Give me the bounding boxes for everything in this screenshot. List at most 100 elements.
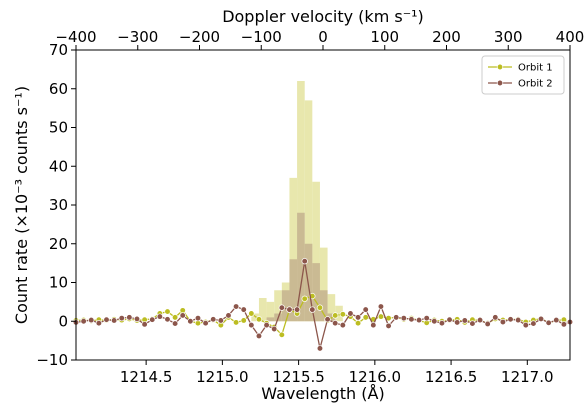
point-orbit-2-58 [515,316,522,324]
top-tick-label: −200 [179,28,220,46]
point-orbit-2-6 [118,315,125,322]
y-tick-label: −10 [36,351,68,369]
point-orbit-2-40 [377,303,385,310]
top-tick-label: 200 [432,28,461,46]
point-orbit-2-62 [545,319,552,326]
point-orbit-2-2 [88,316,95,324]
point-orbit-2-7 [126,314,133,321]
point-orbit-2-17 [202,320,209,327]
hist-bar-orbit-1-1 [258,298,267,322]
y-axis-ticks: −10 0 10 20 30 40 50 60 70 [36,41,76,369]
x-tick-label: 1215.0 [196,368,249,386]
hist-bar-orbit-2-2 [281,290,290,322]
hist-bar-orbit-2-3 [289,259,298,322]
point-orbit-1-37 [354,320,362,327]
point-orbit-2-44 [408,316,415,323]
point-orbit-2-34 [332,320,339,327]
point-orbit-2-28 [286,306,293,313]
point-orbit-2-41 [385,322,392,330]
point-orbit-2-59 [522,321,529,329]
point-orbit-2-54 [484,320,491,328]
point-orbit-2-9 [141,321,148,328]
point-orbit-1-12 [164,308,171,315]
y-axis-title: Count rate (×10⁻³ counts s⁻¹) [12,86,31,324]
point-orbit-2-27 [278,304,285,311]
y-tick-label: 30 [49,196,68,214]
point-orbit-2-43 [400,315,407,322]
point-orbit-1-32 [316,304,324,311]
top-tick-label: 300 [494,28,523,46]
point-orbit-2-1 [80,318,87,325]
point-orbit-2-48 [438,320,446,327]
point-orbit-2-32 [316,345,324,352]
point-orbit-1-27 [278,331,285,338]
point-orbit-2-5 [110,317,118,324]
point-orbit-2-10 [149,316,156,323]
point-orbit-2-45 [415,316,423,324]
point-orbit-1-21 [232,319,240,326]
top-tick-label: −400 [55,28,96,46]
hist-bar-orbit-1-10 [327,294,336,322]
point-orbit-2-4 [103,316,110,323]
x-tick-label: 1217.0 [501,368,554,386]
y-tick-label: 0 [58,312,68,330]
point-orbit-2-38 [362,306,369,313]
hist-bar-orbit-2-0 [266,317,275,322]
series-layer [72,258,574,352]
point-orbit-2-12 [164,316,171,323]
hist-bar-orbit-2-4 [297,212,305,322]
point-orbit-2-53 [476,316,484,324]
point-orbit-2-37 [354,314,362,321]
hist-bar-orbit-1-9 [319,247,328,322]
point-orbit-2-18 [210,316,217,323]
hist-bar-orbit-1-3 [274,290,282,322]
point-orbit-2-16 [194,315,202,322]
point-orbit-2-52 [469,320,476,327]
x-tick-label: 1214.5 [120,368,173,386]
y-tick-label: 50 [49,119,68,137]
point-orbit-1-13 [171,314,179,321]
point-orbit-1-35 [339,311,346,318]
point-orbit-2-29 [293,306,301,313]
hist-bar-orbit-1-8 [312,181,320,322]
y-tick-label: 70 [49,41,68,59]
top-tick-label: −300 [117,28,158,46]
y-tick-label: 40 [49,157,68,175]
point-orbit-1-40 [377,313,385,320]
legend-label-orbit-1: Orbit 1 [518,63,553,74]
hist-bar-orbit-1-6 [297,81,305,322]
point-orbit-2-22 [240,306,247,313]
point-orbit-1-30 [301,295,308,302]
point-orbit-2-55 [492,314,499,321]
point-orbit-2-36 [347,310,354,317]
top-tick-label: −100 [241,28,282,46]
x-tick-label: 1215.5 [272,368,325,386]
hist-bar-orbit-1-5 [289,177,298,322]
point-orbit-1-23 [248,310,255,317]
point-orbit-2-25 [263,321,270,329]
hist-bar-orbit-1-11 [335,305,343,322]
point-orbit-2-39 [370,321,377,329]
hist-bar-orbit-2-6 [312,263,320,322]
point-orbit-1-38 [362,314,369,321]
x-tick-label: 1216.5 [425,368,478,386]
y-tick-label: 60 [49,80,68,98]
top-axis-title: Doppler velocity (km s⁻¹) [222,7,424,26]
top-tick-label: 0 [318,28,328,46]
hist-bar-orbit-1-2 [266,301,275,322]
point-orbit-2-56 [499,318,507,326]
point-orbit-2-33 [324,316,331,323]
point-orbit-2-15 [187,318,194,325]
point-orbit-2-26 [271,325,278,333]
hist-bar-orbit-1-7 [304,100,313,322]
point-orbit-2-51 [461,317,468,324]
top-tick-label: 400 [556,28,585,46]
x-tick-label: 1216.0 [349,368,402,386]
point-orbit-1-24 [255,316,263,323]
point-orbit-2-46 [423,315,430,322]
point-orbit-1-22 [240,317,247,324]
hist-bar-orbit-1-0 [251,313,259,322]
point-orbit-2-20 [225,312,232,319]
top-axis-ticks: −400 −300 −200 −100 0 100 200 300 400 [55,28,584,50]
